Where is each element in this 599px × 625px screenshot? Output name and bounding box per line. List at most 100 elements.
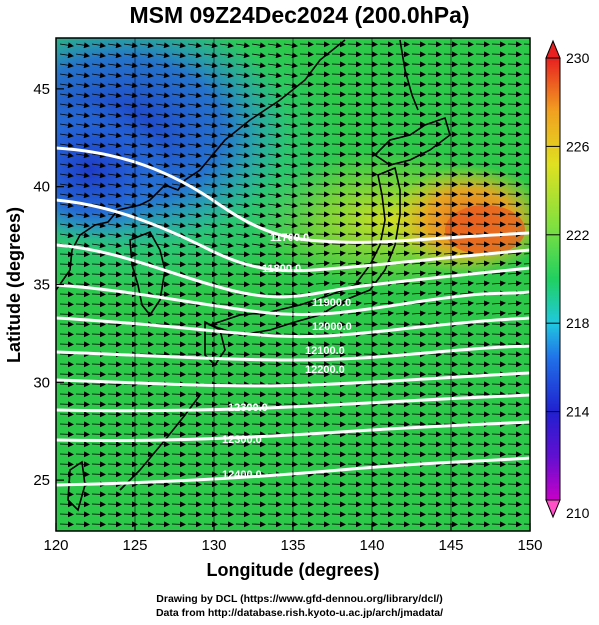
wind-arrow: [75, 521, 90, 528]
wind-arrow: [347, 411, 362, 418]
wind-arrow: [187, 401, 202, 408]
wind-arrow: [427, 201, 442, 208]
wind-arrow: [171, 182, 186, 189]
wind-arrow: [91, 212, 106, 219]
wind-arrow: [331, 341, 346, 348]
wind-arrow: [75, 321, 90, 328]
wind-arrow: [475, 401, 490, 408]
wind-arrow: [267, 321, 282, 328]
wind-arrow: [315, 91, 330, 98]
wind-arrow: [283, 451, 298, 458]
wind-arrow: [507, 321, 522, 328]
wind-arrow: [91, 501, 106, 508]
wind-arrow: [443, 300, 458, 307]
wind-arrow: [251, 42, 266, 49]
wind-arrow: [363, 61, 378, 68]
wind-arrow: [203, 152, 218, 159]
wind-arrow: [187, 311, 202, 318]
wind-arrow: [75, 511, 90, 518]
wind-arrow: [107, 52, 122, 59]
wind-arrow: [155, 471, 170, 478]
wind-arrow: [443, 501, 458, 508]
wind-arrow: [187, 281, 202, 288]
wind-arrow: [491, 511, 506, 518]
wind-arrow: [139, 451, 154, 458]
wind-arrow: [299, 51, 314, 58]
contour-line: [56, 283, 530, 316]
wind-arrow: [523, 513, 530, 515]
wind-arrow: [363, 161, 378, 168]
wind-arrow: [235, 351, 250, 358]
wind-arrow: [283, 301, 298, 308]
wind-arrow: [155, 311, 170, 318]
wind-arrow: [379, 300, 394, 307]
wind-arrow: [523, 343, 530, 345]
wind-arrow: [395, 231, 410, 238]
wind-arrow: [475, 501, 490, 508]
wind-arrow: [475, 121, 490, 128]
wind-arrow: [395, 371, 410, 378]
wind-arrow: [507, 451, 522, 458]
wind-arrow: [155, 212, 170, 219]
wind-arrow: [475, 441, 490, 448]
wind-arrow: [331, 411, 346, 418]
wind-arrow: [219, 371, 234, 378]
wind-arrow: [315, 411, 330, 418]
wind-arrow: [299, 421, 314, 428]
wind-arrow: [219, 212, 234, 219]
wind-arrow: [347, 231, 362, 238]
wind-arrow: [267, 72, 282, 79]
wind-arrow: [331, 91, 346, 98]
wind-arrow: [155, 291, 170, 298]
wind-arrow: [75, 162, 90, 169]
wind-arrow: [411, 371, 426, 378]
wind-arrow: [459, 141, 474, 148]
wind-arrow: [507, 141, 522, 148]
wind-arrow: [139, 212, 154, 219]
wind-arrow: [283, 331, 298, 338]
x-axis-label: Longitude (degrees): [206, 560, 379, 580]
wind-arrow: [363, 270, 378, 277]
wind-arrow: [139, 102, 154, 109]
wind-arrow: [379, 310, 394, 317]
wind-arrow: [235, 341, 250, 348]
wind-arrow: [395, 101, 410, 108]
wind-arrow: [523, 333, 530, 335]
wind-arrow: [379, 411, 394, 418]
wind-arrow: [219, 62, 234, 69]
wind-arrow: [267, 291, 282, 298]
wind-arrow: [315, 461, 330, 468]
wind-arrow: [203, 232, 218, 239]
wind-arrow: [427, 260, 442, 267]
wind-arrow: [379, 451, 394, 458]
y-tick-label: 30: [33, 374, 50, 391]
wind-arrow: [107, 391, 122, 398]
wind-arrow: [219, 441, 234, 448]
wind-arrow: [91, 182, 106, 189]
wind-arrow: [251, 232, 266, 239]
wind-arrow: [91, 461, 106, 468]
wind-arrow: [491, 91, 506, 98]
wind-arrow: [347, 111, 362, 118]
wind-arrow: [363, 260, 378, 267]
wind-arrow: [219, 481, 234, 488]
wind-arrow: [379, 250, 394, 257]
wind-arrow: [219, 172, 234, 179]
wind-arrow: [491, 61, 506, 68]
wind-arrow: [347, 121, 362, 128]
wind-arrow: [91, 401, 106, 408]
wind-arrow: [331, 260, 346, 267]
wind-arrow: [299, 91, 314, 98]
wind-arrow: [475, 451, 490, 458]
wind-arrow: [171, 42, 186, 49]
wind-arrow: [75, 381, 90, 388]
wind-arrow: [203, 341, 218, 348]
wind-arrow: [155, 122, 170, 129]
wind-arrow: [155, 72, 170, 79]
wind-arrow: [523, 403, 530, 405]
wind-arrow: [427, 391, 442, 398]
wind-arrow: [283, 232, 298, 239]
wind-arrow: [475, 221, 490, 228]
wind-arrow: [523, 243, 530, 245]
